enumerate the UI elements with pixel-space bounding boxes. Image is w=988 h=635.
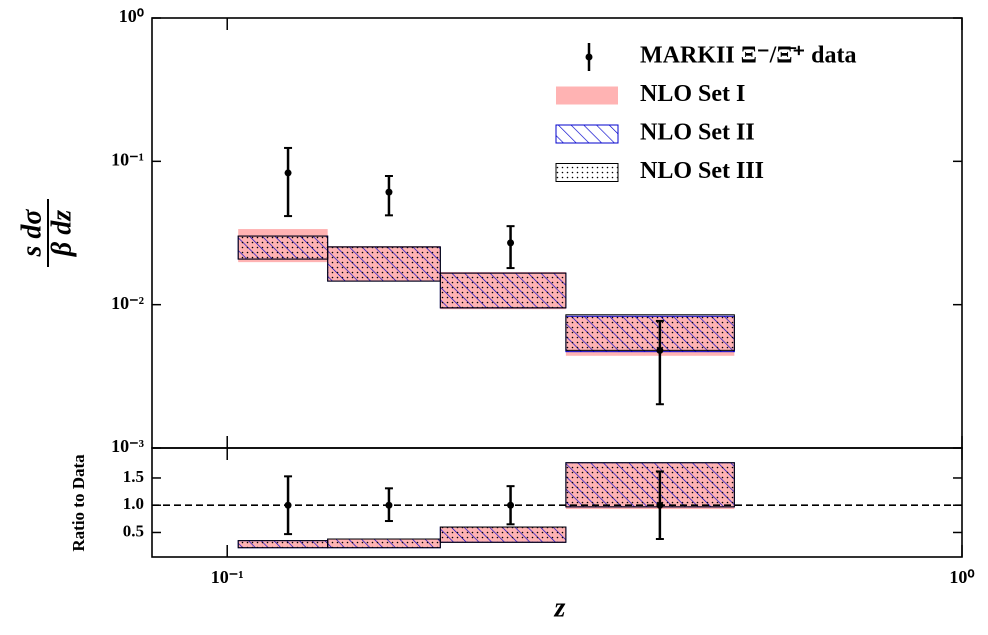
y-label-numerator: s dσ	[16, 209, 47, 258]
x-axis-label: z	[554, 592, 566, 623]
axes-frame	[151, 447, 963, 558]
y-tick-label: 1.5	[123, 467, 144, 486]
y-label-denominator: β dz	[46, 210, 77, 257]
band	[439, 526, 567, 543]
band	[327, 538, 441, 549]
legend-label: NLO Set II	[640, 120, 755, 146]
x-tick-label: 10⁻¹	[211, 567, 244, 587]
legend-label: MARKII Ξ⁻/Ξ̄⁺ data	[640, 43, 857, 69]
y-tick-label: 10⁻¹	[111, 149, 144, 169]
legend-swatch	[555, 163, 619, 182]
band	[565, 462, 735, 508]
band	[327, 246, 441, 282]
ratio-axis-label: Ratio to Data	[69, 454, 88, 552]
y-tick-label: 10⁻²	[111, 293, 144, 313]
panel: 10⁻³ 10⁻² 10⁻¹ 10⁰ MARKII Ξ⁻/Ξ̄⁺ data NLO Set…	[111, 6, 963, 456]
band	[439, 272, 567, 309]
data-point	[385, 188, 393, 196]
legend-label: NLO Set III	[640, 158, 764, 184]
data-point	[284, 169, 292, 177]
legend-swatch	[556, 86, 618, 105]
y-tick-label: 10⁰	[119, 6, 144, 26]
x-tick-label: 10⁰	[949, 567, 974, 587]
data-point	[385, 501, 393, 509]
band	[237, 540, 329, 549]
data-point	[507, 239, 515, 247]
y-tick-label: 1.0	[123, 494, 144, 513]
data-point	[656, 346, 664, 354]
legend-label: NLO Set I	[640, 81, 745, 107]
panel: 0.5 1.0 1.5 10⁻¹ 10⁰	[123, 447, 975, 587]
y-tick-label: 0.5	[123, 521, 144, 540]
data-point	[507, 501, 515, 509]
band	[237, 235, 329, 260]
data-point	[284, 501, 292, 509]
data-point	[656, 501, 664, 509]
band	[565, 314, 735, 351]
legend-swatch	[555, 124, 619, 144]
legend-marker	[585, 53, 593, 61]
y-axis-label: s dσ β dz	[16, 199, 77, 267]
y-tick-label: 10⁻³	[111, 436, 145, 456]
